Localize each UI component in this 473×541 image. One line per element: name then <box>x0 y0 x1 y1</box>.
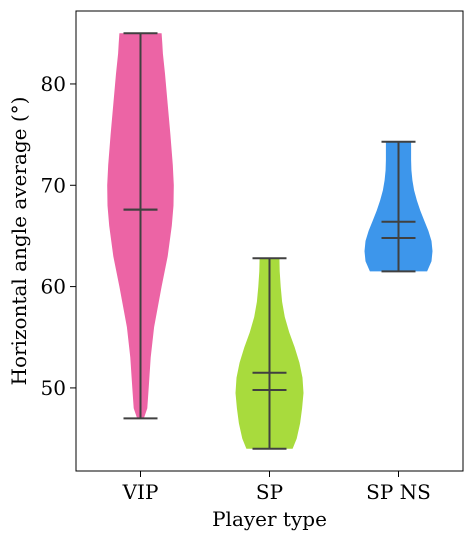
x-tick-label: SP <box>256 480 283 504</box>
y-axis-label: Horizontal angle average (°) <box>7 97 31 386</box>
x-axis: VIP SP SP NS <box>122 471 431 504</box>
y-axis: 50 60 70 80 <box>41 72 76 400</box>
y-tick-label: 80 <box>41 72 66 96</box>
y-tick-label: 60 <box>41 275 66 299</box>
x-tick-label: VIP <box>122 480 159 504</box>
plot-area <box>107 32 433 450</box>
x-tick-label: SP NS <box>366 480 431 504</box>
y-tick-label: 70 <box>41 173 66 197</box>
x-axis-label: Player type <box>212 507 327 531</box>
y-tick-label: 50 <box>41 376 66 400</box>
